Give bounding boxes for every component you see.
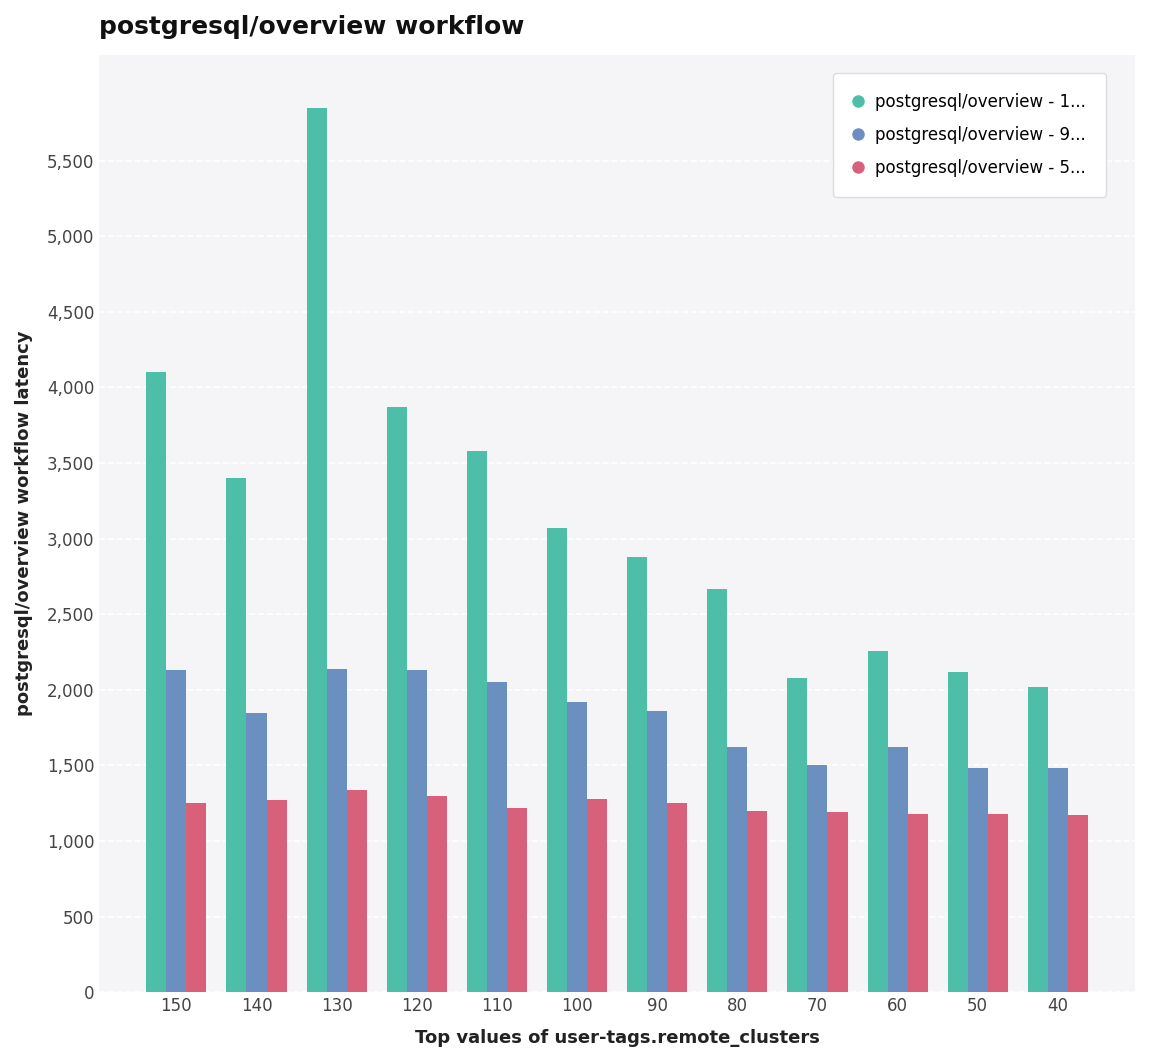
- Bar: [427, 795, 447, 992]
- Text: postgresql/overview workflow: postgresql/overview workflow: [99, 15, 524, 39]
- Legend: postgresql/overview - 1..., postgresql/overview - 9..., postgresql/overview - 5.: postgresql/overview - 1..., postgresql/o…: [834, 72, 1106, 196]
- Bar: [707, 588, 727, 992]
- Bar: [267, 801, 286, 992]
- Bar: [988, 813, 1007, 992]
- Bar: [547, 528, 567, 992]
- Bar: [647, 712, 667, 992]
- Bar: [227, 478, 246, 992]
- Bar: [186, 803, 207, 992]
- Bar: [146, 373, 167, 992]
- Bar: [888, 748, 907, 992]
- Bar: [867, 651, 888, 992]
- Bar: [167, 670, 186, 992]
- Bar: [327, 669, 346, 992]
- Bar: [1068, 815, 1088, 992]
- Bar: [727, 748, 748, 992]
- Bar: [567, 702, 587, 992]
- Bar: [828, 812, 848, 992]
- Bar: [407, 670, 427, 992]
- Y-axis label: postgresql/overview workflow latency: postgresql/overview workflow latency: [15, 330, 33, 716]
- Bar: [507, 808, 527, 992]
- Bar: [586, 799, 607, 992]
- Bar: [948, 671, 967, 992]
- Bar: [807, 766, 828, 992]
- Bar: [467, 451, 486, 992]
- Bar: [246, 713, 267, 992]
- Bar: [1048, 769, 1068, 992]
- Bar: [307, 107, 327, 992]
- Bar: [667, 803, 688, 992]
- Bar: [788, 678, 807, 992]
- Bar: [386, 407, 407, 992]
- Bar: [907, 813, 928, 992]
- Bar: [748, 810, 767, 992]
- X-axis label: Top values of user-tags.remote_clusters: Top values of user-tags.remote_clusters: [415, 1029, 820, 1047]
- Bar: [486, 682, 507, 992]
- Bar: [967, 769, 988, 992]
- Bar: [1028, 687, 1048, 992]
- Bar: [627, 556, 647, 992]
- Bar: [346, 790, 367, 992]
